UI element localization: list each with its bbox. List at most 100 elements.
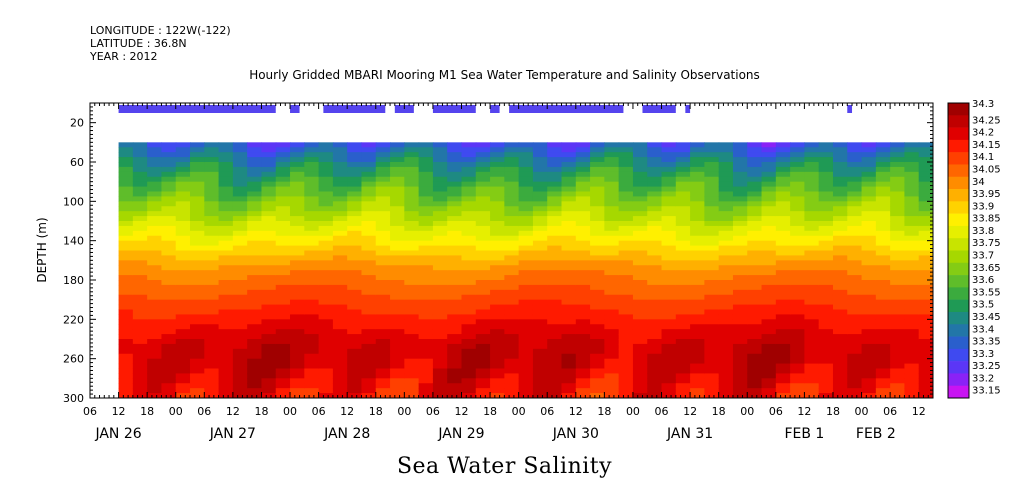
heatmap-cell	[132, 348, 148, 355]
heatmap-cell	[304, 196, 320, 202]
heatmap-cell	[532, 196, 548, 202]
heatmap-cell	[618, 348, 634, 355]
heatmap-cell	[390, 206, 405, 212]
heatmap-cell	[190, 309, 205, 316]
heatmap-cell	[132, 235, 148, 242]
heatmap-cell	[275, 339, 291, 345]
heatmap-cell	[490, 383, 505, 389]
heatmap-cell	[318, 270, 334, 276]
heatmap-cell	[432, 270, 448, 276]
heatmap-cell	[490, 378, 505, 384]
heatmap-cell	[732, 353, 748, 360]
heatmap-cell	[818, 211, 834, 217]
heatmap-cell	[575, 186, 591, 193]
heatmap-cell	[504, 201, 520, 207]
heatmap-cell	[475, 206, 491, 212]
heatmap-cell	[747, 240, 763, 247]
surface-band	[323, 105, 386, 113]
heatmap-cell	[347, 255, 363, 261]
heatmap-cell	[432, 157, 448, 163]
heatmap-cell	[704, 235, 720, 242]
heatmap-cell	[247, 373, 263, 379]
legend-label: 33.95	[972, 189, 1001, 200]
heatmap-cell	[761, 368, 777, 375]
heatmap-cell	[318, 309, 334, 316]
heatmap-cell	[604, 225, 620, 232]
heatmap-cell	[175, 142, 191, 148]
heatmap-cell	[832, 186, 848, 193]
heatmap-cell	[890, 339, 906, 345]
heatmap-cell	[675, 309, 691, 316]
heatmap-cell	[318, 368, 334, 375]
heatmap-cell	[190, 211, 205, 217]
heatmap-cell	[604, 284, 620, 291]
heatmap-cell	[675, 329, 691, 335]
heatmap-cell	[647, 319, 663, 325]
heatmap-cell	[118, 142, 134, 148]
heatmap-cell	[704, 201, 720, 207]
heatmap-cell	[332, 206, 348, 212]
heatmap-cell	[604, 280, 620, 286]
heatmap-cell	[332, 289, 348, 296]
heatmap-cell	[118, 255, 134, 261]
heatmap-cell	[304, 358, 320, 365]
heatmap-cell	[332, 191, 348, 198]
heatmap-cell	[790, 270, 806, 276]
heatmap-cell	[675, 157, 691, 163]
heatmap-cell	[461, 348, 477, 355]
heatmap-cell	[575, 289, 591, 296]
heatmap-cell	[475, 289, 491, 296]
heatmap-cell	[304, 289, 320, 296]
heatmap-cell	[318, 373, 334, 379]
heatmap-cell	[875, 339, 891, 345]
heatmap-cell	[218, 275, 234, 281]
heatmap-cell	[290, 260, 305, 266]
heatmap-cell	[790, 230, 806, 237]
heatmap-cell	[904, 388, 920, 394]
heatmap-cell	[261, 225, 277, 232]
legend-swatch	[948, 336, 969, 350]
heatmap-cell	[732, 299, 748, 306]
heatmap-cell	[847, 339, 863, 345]
heatmap-cell	[890, 240, 906, 247]
heatmap-cell	[875, 289, 891, 296]
heatmap-cell	[475, 348, 491, 355]
heatmap-cell	[347, 152, 363, 158]
heatmap-cell	[504, 240, 520, 247]
heatmap-cell	[475, 334, 491, 340]
heatmap-cell	[418, 157, 434, 163]
heatmap-cell	[818, 343, 834, 350]
heatmap-cell	[618, 191, 634, 198]
heatmap-cell	[818, 368, 834, 375]
heatmap-cell	[432, 294, 448, 301]
heatmap-cell	[232, 162, 248, 168]
heatmap-cell	[418, 225, 434, 232]
heatmap-cell	[304, 304, 320, 311]
heatmap-cell	[447, 373, 463, 379]
heatmap-cell	[790, 353, 806, 360]
heatmap-cell	[475, 240, 491, 247]
heatmap-cell	[732, 314, 748, 320]
heatmap-cell	[504, 206, 520, 212]
heatmap-cell	[404, 162, 420, 168]
heatmap-cell	[732, 152, 748, 158]
heatmap-cell	[218, 284, 234, 291]
heatmap-cell	[418, 280, 434, 286]
heatmap-cell	[447, 388, 463, 394]
heatmap-cell	[804, 368, 820, 375]
heatmap-cell	[132, 230, 148, 237]
heatmap-cell	[418, 171, 434, 178]
heatmap-cell	[804, 216, 820, 222]
heatmap-cell	[604, 275, 620, 281]
heatmap-cell	[732, 378, 748, 384]
heatmap-cell	[147, 211, 163, 217]
heatmap-cell	[490, 329, 505, 335]
heatmap-cell	[161, 171, 177, 178]
heatmap-cell	[818, 250, 834, 257]
heatmap-cell	[861, 393, 877, 398]
heatmap-cell	[490, 245, 505, 252]
heatmap-cell	[232, 383, 248, 389]
heatmap-cell	[904, 299, 920, 306]
heatmap-cell	[432, 334, 448, 340]
heatmap-cell	[332, 309, 348, 316]
